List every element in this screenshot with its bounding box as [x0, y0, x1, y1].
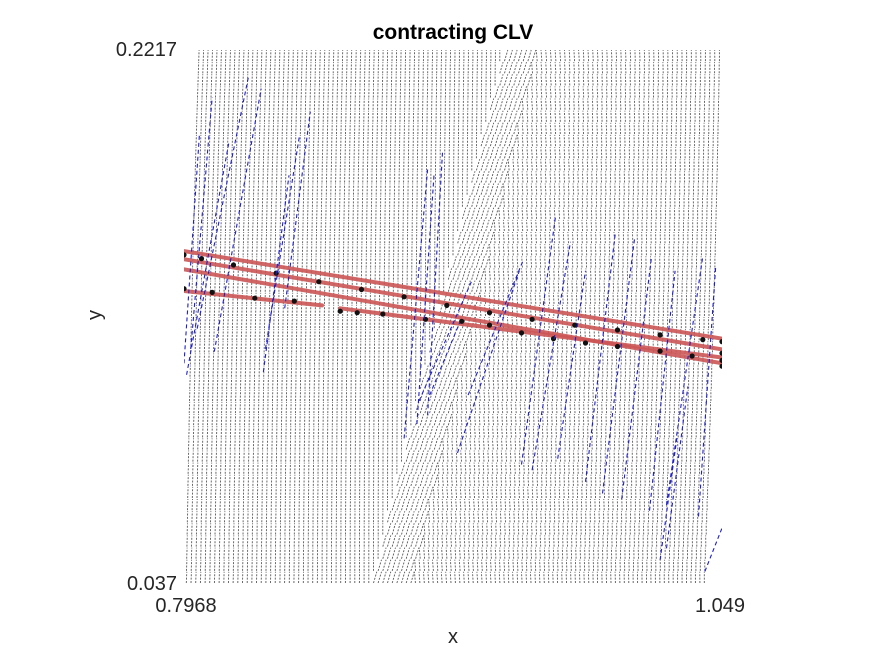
red-line-segment: [184, 257, 722, 352]
data-point: [614, 343, 621, 350]
data-point: [380, 311, 386, 317]
blue-dashed-line: [284, 111, 311, 309]
data-point: [529, 316, 535, 322]
blue-dashed-line: [557, 270, 587, 459]
y-tick-label-top: 0.2217: [116, 39, 177, 61]
data-point: [337, 308, 343, 314]
blue-dashed-line: [262, 175, 290, 372]
blue-dashed-line: [190, 97, 213, 349]
data-point: [689, 353, 695, 359]
blue-dashed-line: [264, 134, 301, 349]
data-point: [358, 286, 365, 293]
dashed-line-layer: [184, 76, 722, 572]
blue-dashed-line: [429, 322, 461, 396]
blue-dashed-line: [184, 134, 200, 364]
blue-dashed-line: [427, 152, 444, 416]
data-point: [719, 357, 722, 363]
blue-dashed-line: [418, 279, 473, 402]
blue-dashed-line: [704, 527, 722, 572]
data-point: [316, 279, 322, 285]
data-point: [184, 252, 187, 258]
data-point: [291, 298, 297, 304]
data-point: [354, 310, 360, 316]
data-point: [486, 322, 493, 328]
data-point: [459, 318, 465, 324]
data-point: [657, 348, 663, 354]
blue-dashed-line: [186, 140, 230, 375]
y-tick-label-bottom: 0.037: [127, 573, 177, 595]
blue-dashed-line: [213, 88, 262, 352]
blue-dashed-line: [665, 386, 689, 549]
thick-line-layer: [184, 249, 722, 366]
x-tick-label-right: 1.049: [695, 595, 745, 617]
data-point: [230, 262, 237, 268]
data-point: [198, 256, 205, 262]
blue-dashed-line: [601, 238, 636, 494]
data-point: [184, 286, 187, 292]
data-point: [209, 289, 215, 295]
x-axis-label: x: [448, 626, 458, 648]
data-point: [582, 340, 589, 346]
blue-dashed-line: [467, 258, 525, 396]
data-point: [444, 302, 450, 308]
blue-dashed-line: [648, 270, 676, 511]
x-tick-label-left: 0.7968: [155, 595, 216, 617]
data-point: [719, 363, 722, 369]
data-point: [252, 295, 258, 301]
data-point: [486, 310, 493, 316]
blue-dashed-line: [621, 256, 653, 500]
data-point: [719, 339, 722, 345]
y-axis-label: y: [84, 310, 106, 320]
data-point: [614, 327, 621, 333]
data-point: [401, 294, 407, 300]
data-point: [518, 330, 525, 336]
blue-dashed-line: [403, 169, 429, 439]
blue-dashed-line: [531, 241, 572, 471]
data-point: [719, 350, 722, 356]
data-point: [700, 337, 706, 343]
data-point: [657, 332, 663, 338]
data-point: [572, 322, 578, 328]
blue-dashed-line: [196, 76, 249, 329]
red-line-segment: [184, 249, 722, 341]
data-point: [550, 336, 557, 342]
chart-title: contracting CLV: [373, 21, 534, 44]
